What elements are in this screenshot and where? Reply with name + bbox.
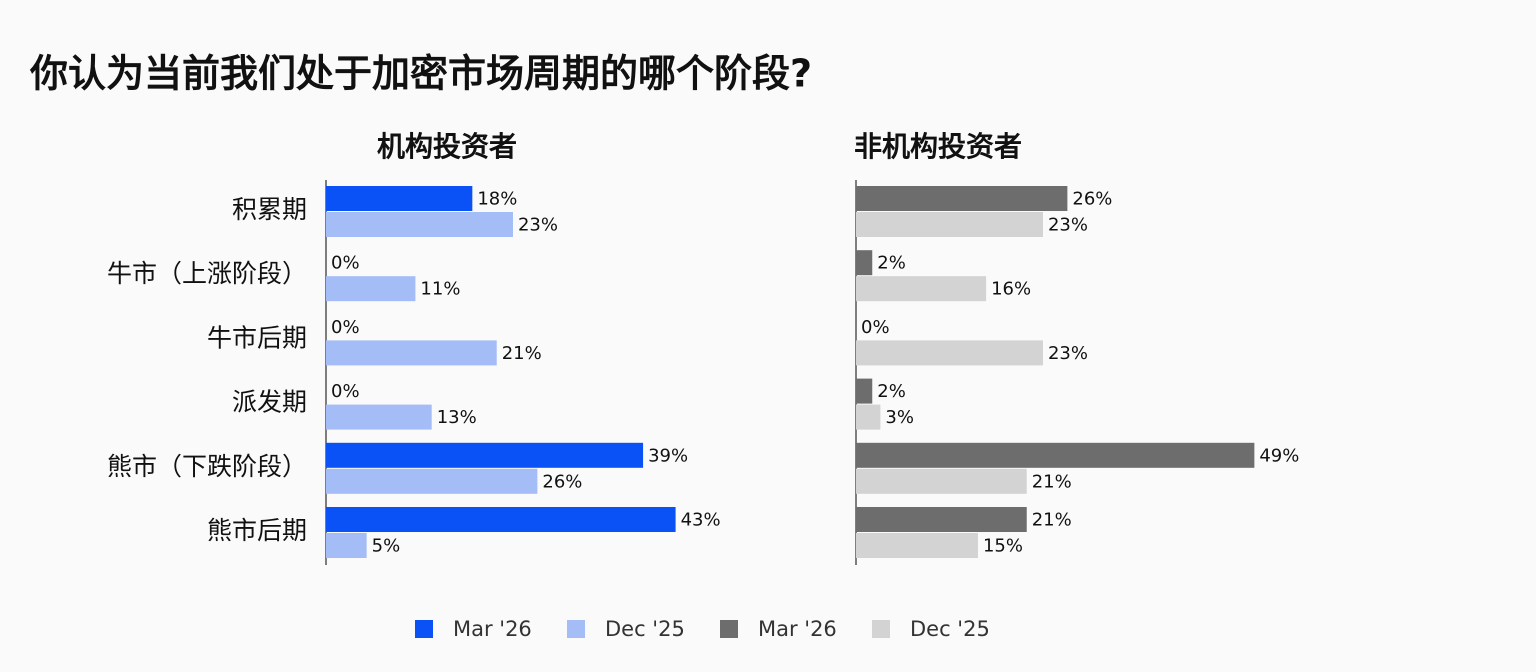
value-label: 5% (372, 536, 401, 557)
category-label: 牛市后期 (207, 323, 307, 352)
value-label: 39% (648, 445, 688, 466)
legend-swatch (567, 620, 585, 638)
value-label: 2% (877, 381, 906, 402)
bar (326, 276, 416, 302)
bar (326, 442, 644, 468)
value-label: 0% (331, 253, 360, 274)
category-label: 派发期 (232, 388, 307, 417)
bar (326, 507, 676, 532)
bar (856, 212, 1043, 237)
legend-swatch (872, 620, 890, 638)
value-label: 21% (1032, 471, 1072, 492)
value-label: 13% (437, 407, 477, 428)
category-label: 牛市（上涨阶段） (107, 259, 307, 288)
bar (326, 186, 473, 211)
bar (856, 340, 1043, 366)
value-label: 0% (331, 381, 360, 402)
bar (856, 404, 881, 430)
panel-title: 非机构投资者 (854, 130, 1022, 163)
legend-label: Dec '25 (605, 617, 685, 641)
bar (856, 442, 1255, 468)
bar (856, 276, 987, 302)
category-label: 熊市（下跌阶段） (107, 452, 307, 481)
legend-swatch (720, 620, 738, 638)
value-label: 43% (681, 510, 721, 531)
value-label: 26% (542, 471, 582, 492)
value-label: 15% (983, 536, 1023, 557)
value-label: 49% (1259, 445, 1299, 466)
page-title: 你认为当前我们处于加密市场周期的哪个阶段? (29, 52, 812, 96)
value-label: 0% (861, 317, 890, 338)
value-label: 3% (885, 407, 914, 428)
bar (326, 468, 538, 494)
legend-label: Dec '25 (910, 617, 990, 641)
value-label: 2% (877, 253, 906, 274)
value-label: 23% (518, 215, 558, 236)
value-label: 23% (1048, 215, 1088, 236)
panel-title: 机构投资者 (377, 130, 517, 163)
value-label: 23% (1048, 343, 1088, 364)
bar (326, 212, 513, 237)
value-label: 0% (331, 317, 360, 338)
bar (856, 468, 1027, 494)
bar (856, 533, 978, 558)
bar (856, 507, 1027, 532)
value-label: 16% (991, 279, 1031, 300)
value-label: 21% (502, 343, 542, 364)
value-label: 11% (420, 279, 460, 300)
value-label: 18% (477, 189, 517, 210)
bar (856, 378, 873, 404)
bar (856, 186, 1068, 211)
category-label: 积累期 (232, 195, 307, 224)
category-label: 熊市后期 (207, 516, 307, 545)
bar (856, 250, 873, 276)
value-label: 21% (1032, 510, 1072, 531)
legend-swatch (415, 620, 433, 638)
bar (326, 404, 432, 430)
value-label: 26% (1072, 189, 1112, 210)
bar (326, 533, 367, 558)
bar (326, 340, 497, 366)
legend-label: Mar '26 (453, 617, 532, 641)
legend-label: Mar '26 (758, 617, 837, 641)
